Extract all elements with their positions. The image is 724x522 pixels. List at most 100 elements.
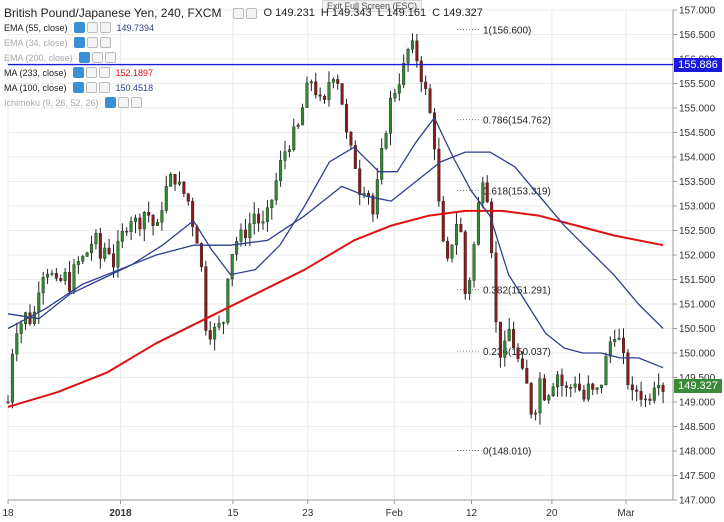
settings-icon[interactable] <box>86 37 98 48</box>
candle-body <box>81 256 85 262</box>
candle-body <box>476 202 480 245</box>
candle-body <box>213 326 217 340</box>
indicator-buttons[interactable] <box>72 67 110 78</box>
candle-body <box>94 232 98 245</box>
candle-body <box>301 107 305 126</box>
candle-body <box>582 389 586 400</box>
candle-body <box>252 213 256 224</box>
y-tick-label: 153.500 <box>679 177 716 188</box>
indicator-list: EMA (55, close) 149.7394 EMA (34, close) EM… <box>4 20 483 110</box>
candle-body <box>208 330 212 340</box>
eye-icon[interactable] <box>73 22 85 33</box>
settings-icon[interactable] <box>91 52 103 63</box>
delete-icon[interactable] <box>99 37 111 48</box>
indicator-buttons[interactable] <box>73 37 111 48</box>
candle-body <box>648 398 652 401</box>
delete-icon[interactable] <box>98 82 110 93</box>
candle-body <box>323 96 327 100</box>
candle-body <box>520 358 524 369</box>
candle-body <box>112 253 116 268</box>
low-value: L 149.161 <box>377 7 427 19</box>
candle-body <box>586 383 590 400</box>
candle-body <box>169 174 173 187</box>
x-tick-label: Mar <box>617 508 635 519</box>
indicator-buttons[interactable] <box>73 22 111 33</box>
candle-body <box>437 148 441 202</box>
candle-body <box>37 292 41 313</box>
candle-body <box>608 341 612 357</box>
x-tick-label: Feb <box>386 508 404 519</box>
candle-body <box>164 186 168 211</box>
indicator-row[interactable]: EMA (200, close) <box>4 50 483 65</box>
candle-body <box>98 232 102 259</box>
candle-body <box>265 207 269 222</box>
candle-body <box>622 337 626 353</box>
indicator-row[interactable]: Ichimoku (9, 26, 52, 26) <box>4 95 483 110</box>
settings-icon[interactable] <box>233 7 245 19</box>
candle-body <box>345 104 349 133</box>
delete-icon[interactable] <box>104 52 116 63</box>
candle-body <box>182 181 186 194</box>
legend-title-row: British Pound/Japanese Yen, 240, FXCM O … <box>4 6 483 20</box>
candle-body <box>494 252 498 323</box>
y-tick-label: 150.000 <box>679 349 716 360</box>
candle-body <box>551 386 555 397</box>
candle-body <box>261 221 265 224</box>
y-tick-label: 147.000 <box>679 496 716 507</box>
candle-body <box>125 231 129 233</box>
indicator-row[interactable]: EMA (34, close) <box>4 35 483 50</box>
candle-body <box>459 224 463 233</box>
candle-body <box>142 211 146 230</box>
y-tick-label: 155.000 <box>679 104 716 115</box>
eye-icon[interactable] <box>72 82 84 93</box>
indicator-buttons[interactable] <box>104 97 142 108</box>
candle-body <box>235 241 239 255</box>
indicator-row[interactable]: MA (233, close) 152.1897 <box>4 65 483 80</box>
indicator-row[interactable]: MA (100, close) 150.4518 <box>4 80 483 95</box>
last-price-tag: 149.327 <box>674 378 722 393</box>
candle-body <box>353 144 357 169</box>
candle-body <box>538 378 542 414</box>
candle-body <box>569 387 573 389</box>
eye-icon[interactable] <box>104 97 116 108</box>
settings-icon[interactable] <box>85 82 97 93</box>
delete-icon[interactable] <box>99 22 111 33</box>
y-tick-label: 151.000 <box>679 300 716 311</box>
candle-body <box>195 226 199 244</box>
candle-body <box>85 252 89 257</box>
indicator-buttons[interactable] <box>72 82 110 93</box>
candle-body <box>525 368 529 384</box>
x-tick-label: 12 <box>466 508 478 519</box>
candle-body <box>287 149 291 152</box>
indicator-buttons[interactable] <box>78 52 116 63</box>
candle-body <box>393 92 397 99</box>
delete-icon[interactable] <box>98 67 110 78</box>
candle-body <box>657 385 661 389</box>
candle-body <box>270 199 274 208</box>
candle-body <box>274 180 278 201</box>
candle-body <box>296 124 300 127</box>
eye-icon[interactable] <box>73 37 85 48</box>
candle-body <box>573 383 577 388</box>
candle-body <box>512 329 516 348</box>
settings-icon[interactable] <box>85 67 97 78</box>
eye-icon[interactable] <box>78 52 90 63</box>
exit-fullscreen-button[interactable]: Exit Full Screen (ESC) <box>322 0 423 12</box>
eye-icon[interactable] <box>246 7 258 19</box>
candle-body <box>257 213 261 224</box>
settings-icon[interactable] <box>117 97 129 108</box>
settings-icon[interactable] <box>86 22 98 33</box>
candle-body <box>116 241 120 268</box>
y-tick-label: 154.000 <box>679 153 716 164</box>
chart-legend: British Pound/Japanese Yen, 240, FXCM O … <box>4 6 483 110</box>
candle-body <box>6 401 10 404</box>
candle-body <box>147 211 151 216</box>
candle-body <box>635 389 639 392</box>
candle-body <box>529 383 533 415</box>
eye-icon[interactable] <box>72 67 84 78</box>
x-tick-label: 15 <box>227 508 239 519</box>
delete-icon[interactable] <box>130 97 142 108</box>
indicator-row[interactable]: EMA (55, close) 149.7394 <box>4 20 483 35</box>
title-buttons[interactable] <box>233 7 258 19</box>
